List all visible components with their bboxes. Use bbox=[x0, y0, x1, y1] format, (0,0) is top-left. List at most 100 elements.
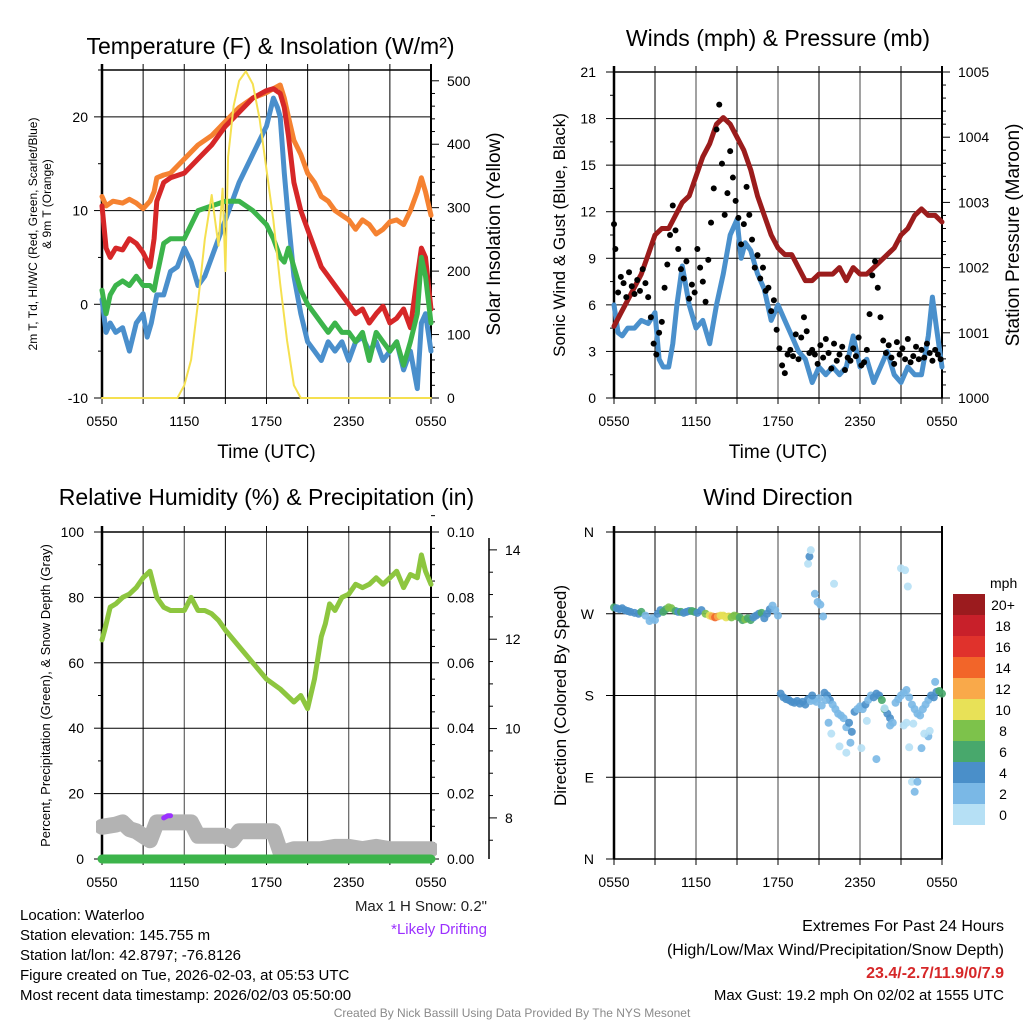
gust-point bbox=[822, 336, 829, 343]
y2-tick-label: 0.00 bbox=[447, 851, 474, 867]
gust-point bbox=[861, 359, 868, 366]
wind-direction-point bbox=[907, 777, 916, 786]
y-tick-label: 100 bbox=[61, 524, 85, 540]
y-tick-label: 20 bbox=[68, 786, 84, 802]
y-tick-label: S bbox=[585, 688, 594, 704]
gust-point bbox=[781, 370, 788, 377]
gust-point bbox=[611, 221, 617, 228]
wind-direction-point bbox=[817, 701, 826, 710]
gust-point bbox=[779, 362, 786, 369]
x-tick-label: 2350 bbox=[333, 413, 364, 429]
gust-point bbox=[626, 269, 633, 276]
x-tick-label: 1150 bbox=[681, 874, 711, 890]
x-tick-label: 0550 bbox=[86, 874, 117, 890]
gust-point bbox=[811, 351, 818, 358]
y2-tick-label: 500 bbox=[447, 73, 471, 89]
colorbar-level-label: 12 bbox=[995, 681, 1011, 697]
x-tick-label: 1750 bbox=[762, 874, 793, 890]
chart-title: Relative Humidity (%) & Precipitation (i… bbox=[59, 484, 474, 510]
data-layer bbox=[96, 552, 437, 864]
y2-tick-label: 1005 bbox=[958, 64, 989, 80]
gust-point bbox=[675, 245, 682, 252]
gust-point bbox=[825, 349, 832, 356]
series-pressure bbox=[611, 115, 945, 329]
gust-point bbox=[787, 346, 794, 353]
gust-point bbox=[661, 284, 668, 291]
wind-direction-point bbox=[651, 616, 659, 625]
series-2m-t bbox=[99, 86, 434, 331]
y-axis-label: Percent, Precipitation (Green), & Snow D… bbox=[38, 544, 53, 847]
max-gust: Max Gust: 19.2 mph On 02/02 at 1555 UTC bbox=[713, 987, 1004, 1004]
wind-direction-point bbox=[641, 611, 650, 620]
gust-point bbox=[697, 264, 704, 271]
series-relative-humidity bbox=[99, 552, 434, 712]
gust-point bbox=[893, 339, 900, 346]
y-tick-label: 80 bbox=[68, 589, 84, 605]
gust-point bbox=[759, 264, 766, 271]
gust-point bbox=[757, 275, 764, 282]
wind-direction-point bbox=[847, 727, 856, 736]
gust-point bbox=[669, 202, 676, 209]
gust-point bbox=[907, 359, 914, 366]
extremes-title: Extremes For Past 24 Hours bbox=[802, 918, 1004, 935]
data-layer bbox=[611, 101, 945, 385]
gust-point bbox=[718, 160, 725, 167]
y-axis-label: Direction (Colored By Speed) bbox=[551, 585, 570, 806]
y-tick-label: 10 bbox=[72, 203, 88, 219]
y2-tick-label: 0.06 bbox=[447, 655, 474, 671]
x-tick-label: 1750 bbox=[251, 874, 282, 890]
gust-point bbox=[792, 331, 799, 338]
series-sonic-wind bbox=[611, 217, 945, 385]
gust-point bbox=[888, 354, 895, 361]
colorbar-level-label: 18 bbox=[995, 618, 1011, 634]
colorbar-level-label: 6 bbox=[999, 744, 1007, 760]
series-snow-depth bbox=[96, 814, 437, 860]
gust-point bbox=[658, 318, 665, 325]
gust-point bbox=[642, 280, 649, 287]
gust-point bbox=[850, 345, 857, 352]
colorbar-level-label: 10 bbox=[995, 702, 1011, 718]
colorbar-swatch bbox=[953, 636, 985, 657]
y-tick-label: 15 bbox=[580, 157, 596, 173]
colorbar-swatch bbox=[953, 678, 985, 699]
y2-tick-label: 300 bbox=[447, 200, 471, 216]
gust-point bbox=[915, 356, 922, 363]
wind-direction-point bbox=[901, 566, 910, 575]
colorbar-level-label: 16 bbox=[995, 639, 1011, 655]
gust-point bbox=[904, 336, 911, 343]
y-tick-label: 3 bbox=[588, 343, 596, 359]
gust-point bbox=[880, 337, 887, 344]
snow-tick-label: 10 bbox=[505, 721, 521, 737]
gust-point bbox=[617, 273, 624, 280]
gust-point bbox=[738, 241, 745, 248]
likely-drifting-note: *Likely Drifting bbox=[391, 921, 487, 938]
x-tick-label: 0550 bbox=[926, 874, 957, 890]
gust-point bbox=[732, 197, 739, 204]
gust-point bbox=[869, 272, 876, 279]
gust-point bbox=[623, 294, 630, 301]
gust-point bbox=[636, 287, 643, 294]
y-tick-label: 20 bbox=[72, 109, 88, 125]
gust-point bbox=[891, 360, 898, 367]
colorbar-swatch bbox=[953, 783, 985, 804]
y2-tick-label: 1004 bbox=[958, 129, 989, 145]
y-axis-label: 2m T, Td, HI/WC (Red, Green, Scarlet/Blu… bbox=[26, 118, 40, 351]
gust-point bbox=[929, 357, 936, 364]
gust-point bbox=[691, 289, 698, 296]
wind-direction-point bbox=[830, 579, 839, 588]
y2-tick-label: 1002 bbox=[958, 260, 989, 276]
station-elevation: Station elevation: 145.755 m bbox=[20, 927, 211, 944]
series-hi-wc bbox=[99, 95, 434, 392]
x-tick-label: 2350 bbox=[844, 413, 875, 429]
wind-direction-point bbox=[835, 742, 844, 751]
y2-axis-label: Solar Insolation (Yellow) bbox=[484, 132, 505, 335]
gust-point bbox=[902, 356, 909, 363]
series-9m-t bbox=[99, 82, 434, 237]
colorbar-swatch bbox=[953, 657, 985, 678]
wind-direction-point bbox=[862, 716, 871, 725]
gust-point bbox=[615, 289, 622, 296]
wind-direction-point bbox=[839, 714, 848, 723]
gust-point bbox=[702, 298, 709, 305]
colorbar-level-label: 0 bbox=[999, 807, 1007, 823]
wind-direction-point bbox=[880, 704, 889, 713]
